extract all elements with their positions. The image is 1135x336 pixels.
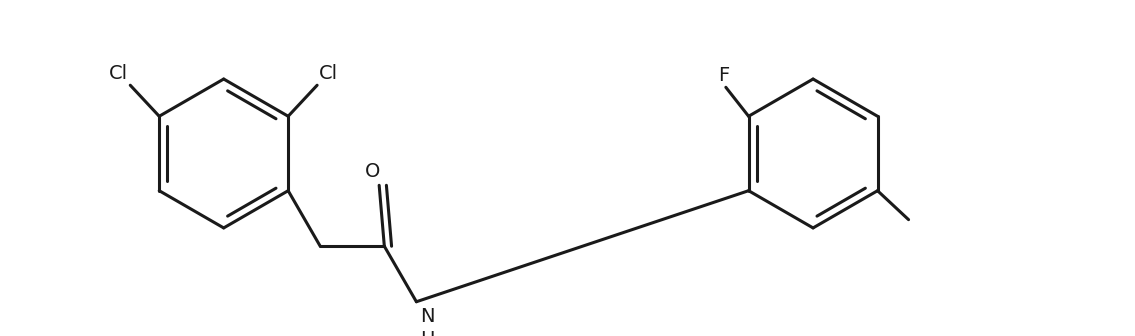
- Text: Cl: Cl: [109, 64, 128, 83]
- Text: N: N: [421, 307, 435, 326]
- Text: O: O: [365, 162, 380, 181]
- Text: H: H: [421, 330, 435, 336]
- Text: Cl: Cl: [319, 64, 338, 83]
- Text: F: F: [718, 66, 730, 85]
